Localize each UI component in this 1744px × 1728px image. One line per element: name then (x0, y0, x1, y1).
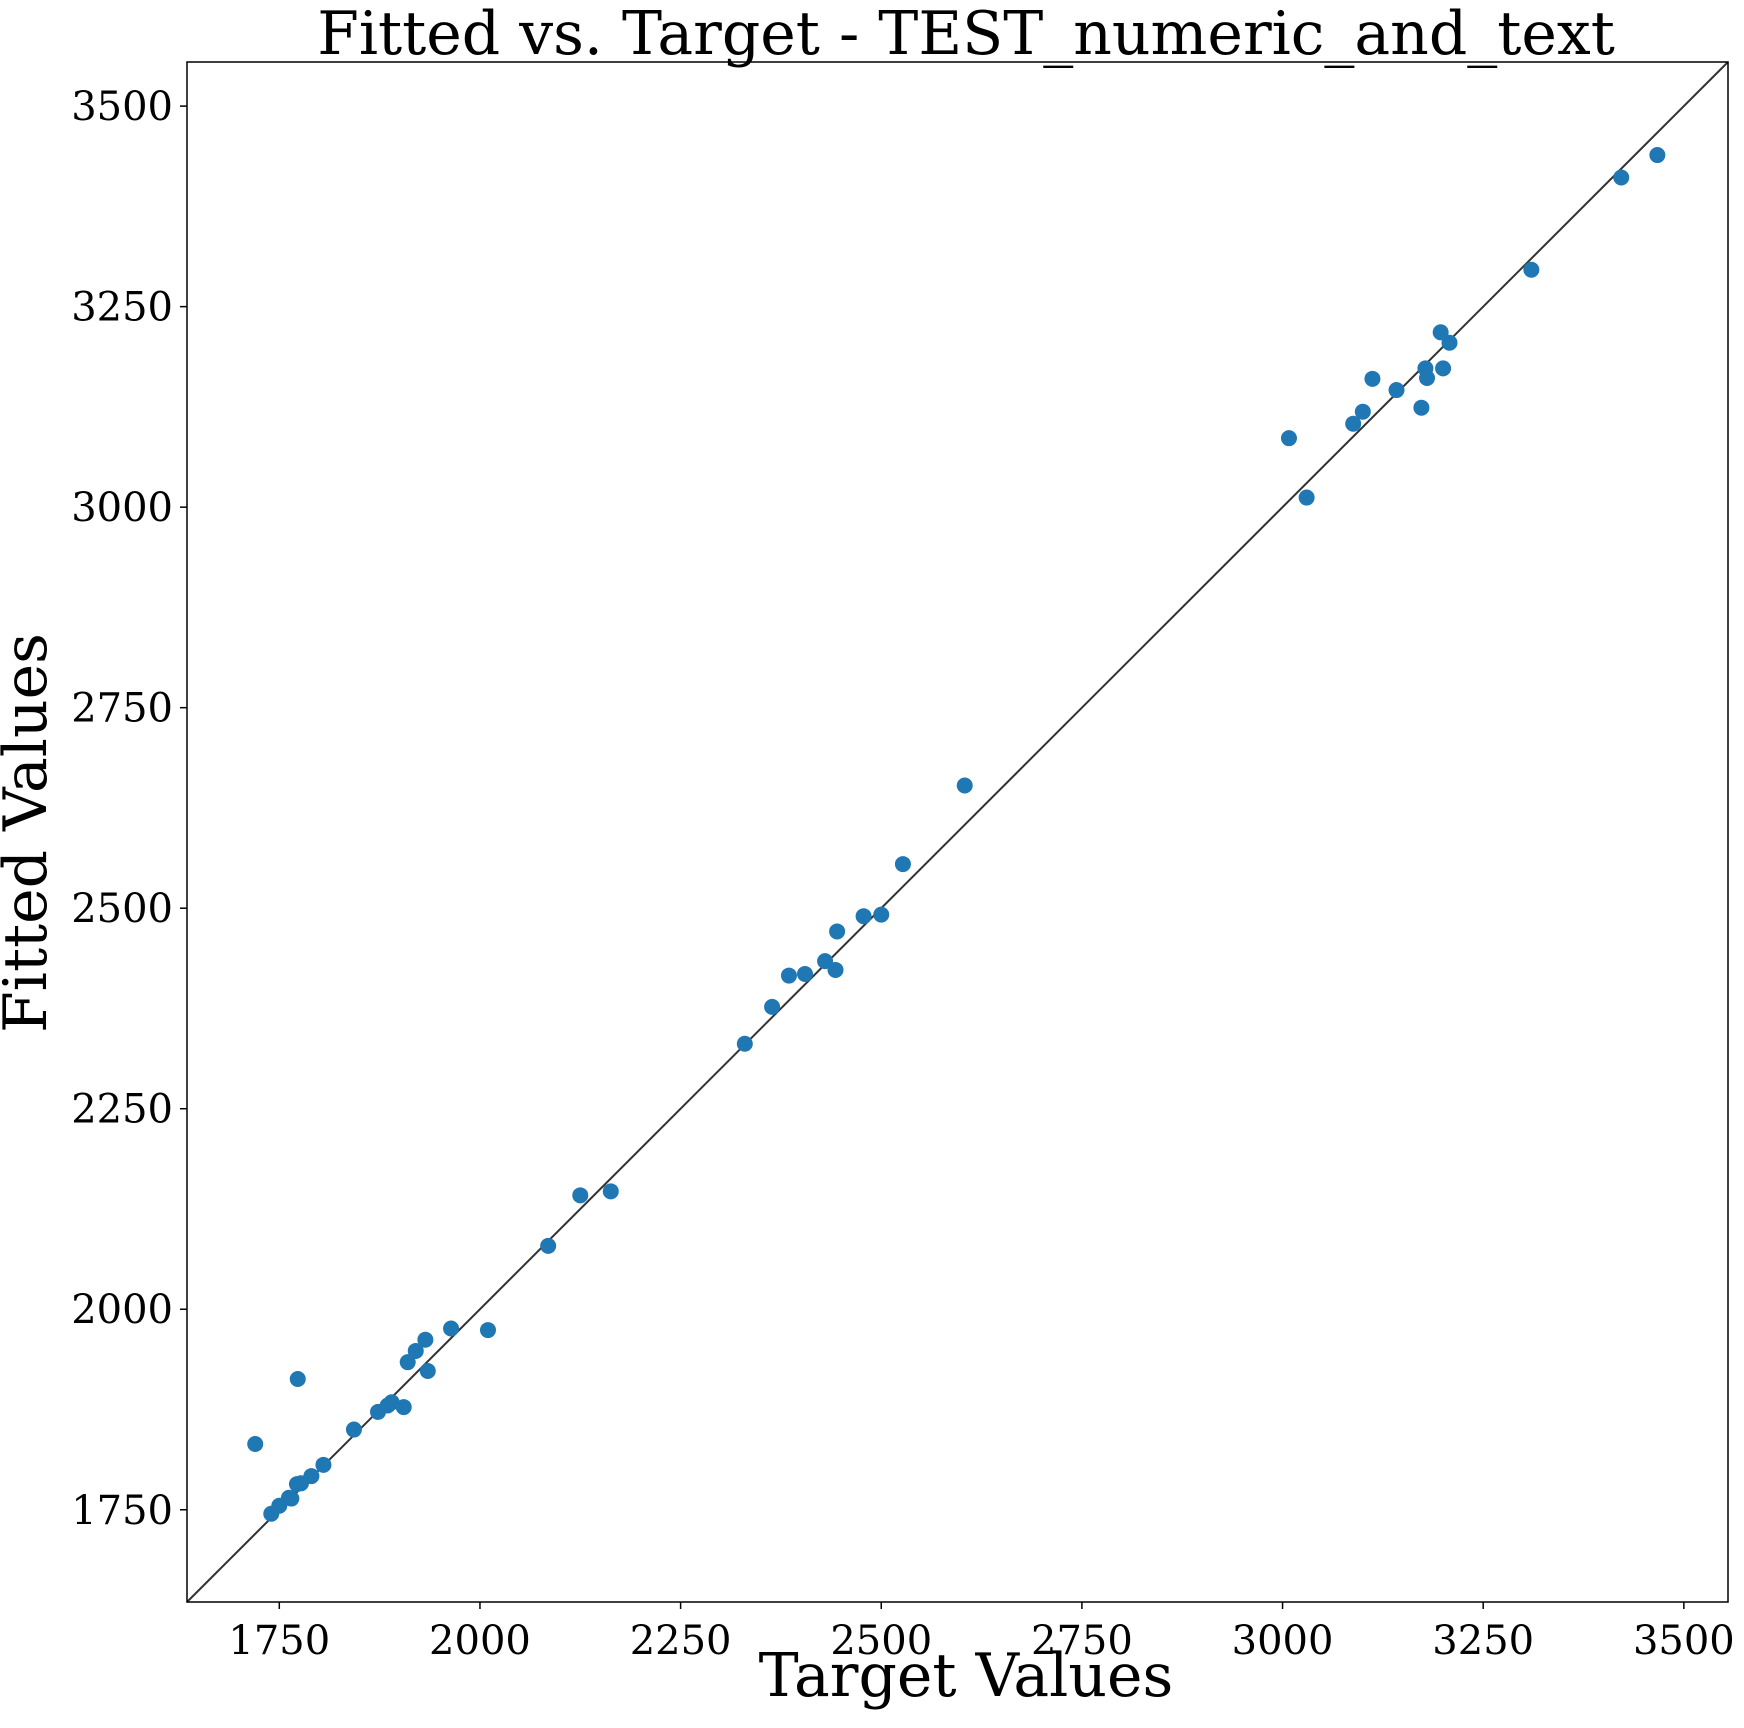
y-tick-label-2: 2250 (71, 1087, 173, 1133)
data-point-37 (1345, 415, 1362, 432)
x-tick-label-4: 2750 (1031, 1618, 1133, 1664)
data-point-30 (829, 923, 846, 940)
data-point-20 (479, 1322, 496, 1339)
data-point-17 (417, 1331, 434, 1348)
data-point-14 (395, 1399, 412, 1416)
data-point-27 (797, 965, 814, 982)
data-point-19 (443, 1320, 460, 1337)
data-point-45 (1435, 360, 1452, 377)
data-point-48 (1613, 169, 1630, 186)
data-point-29 (827, 961, 844, 978)
x-tick-label-6: 3250 (1432, 1618, 1534, 1664)
data-point-40 (1388, 382, 1405, 399)
data-point-41 (1413, 399, 1430, 416)
data-point-46 (1441, 334, 1458, 351)
x-tick-label-1: 2000 (429, 1618, 531, 1664)
data-point-10 (345, 1421, 362, 1438)
data-point-36 (1298, 489, 1315, 506)
data-point-34 (956, 777, 973, 794)
plot-area (186, 61, 1729, 1603)
data-points (247, 147, 1666, 1522)
data-point-9 (315, 1456, 332, 1473)
data-point-18 (419, 1363, 436, 1379)
data-point-15 (399, 1354, 416, 1371)
x-axis-label: Target Values (759, 1641, 1174, 1711)
data-point-21 (540, 1237, 557, 1254)
y-tick-label-3: 2500 (71, 886, 173, 932)
y-tick-label-7: 3500 (71, 84, 173, 130)
data-point-7 (289, 1371, 306, 1388)
data-point-25 (764, 998, 781, 1015)
data-point-13 (383, 1394, 400, 1411)
plot-frame (186, 61, 1729, 1603)
data-point-0 (247, 1435, 264, 1452)
data-point-16 (407, 1342, 424, 1359)
chart-title: Fitted vs. Target - TEST_numeric_and_tex… (317, 0, 1615, 69)
data-point-47 (1523, 261, 1540, 278)
x-tick-label-7: 3500 (1633, 1618, 1735, 1664)
data-point-31 (855, 908, 872, 925)
y-tick-label-5: 3000 (71, 485, 173, 531)
y-tick-label-0: 1750 (71, 1488, 173, 1534)
x-tick-label-2: 2250 (630, 1618, 732, 1664)
data-point-8 (303, 1468, 320, 1485)
data-point-22 (572, 1187, 589, 1204)
data-point-28 (817, 953, 834, 970)
y-tick-label-1: 2000 (71, 1287, 173, 1333)
data-point-38 (1354, 403, 1371, 420)
data-point-4 (283, 1490, 300, 1507)
data-point-44 (1432, 324, 1449, 341)
y-tick-label-4: 2750 (71, 686, 173, 732)
data-point-33 (894, 856, 911, 873)
data-point-26 (780, 967, 797, 984)
y-axis-label: Fitted Values (0, 633, 61, 1033)
identity-reference-line (186, 61, 1729, 1603)
x-tick-label-0: 1750 (228, 1618, 330, 1664)
y-axis: 1750 2000 2250 2500 2750 3000 3250 3500 (71, 84, 187, 1534)
data-point-49 (1649, 147, 1666, 164)
x-axis: 1750 2000 2250 2500 2750 3000 3250 3500 (228, 1602, 1735, 1664)
x-tick-label-5: 3000 (1232, 1618, 1334, 1664)
y-tick-label-6: 3250 (71, 285, 173, 331)
data-point-32 (873, 906, 890, 923)
data-point-39 (1364, 370, 1381, 387)
x-tick-label-3: 2500 (830, 1618, 932, 1664)
data-point-23 (602, 1183, 619, 1200)
data-point-24 (736, 1035, 753, 1052)
data-point-35 (1280, 430, 1297, 447)
data-point-43 (1419, 370, 1436, 387)
